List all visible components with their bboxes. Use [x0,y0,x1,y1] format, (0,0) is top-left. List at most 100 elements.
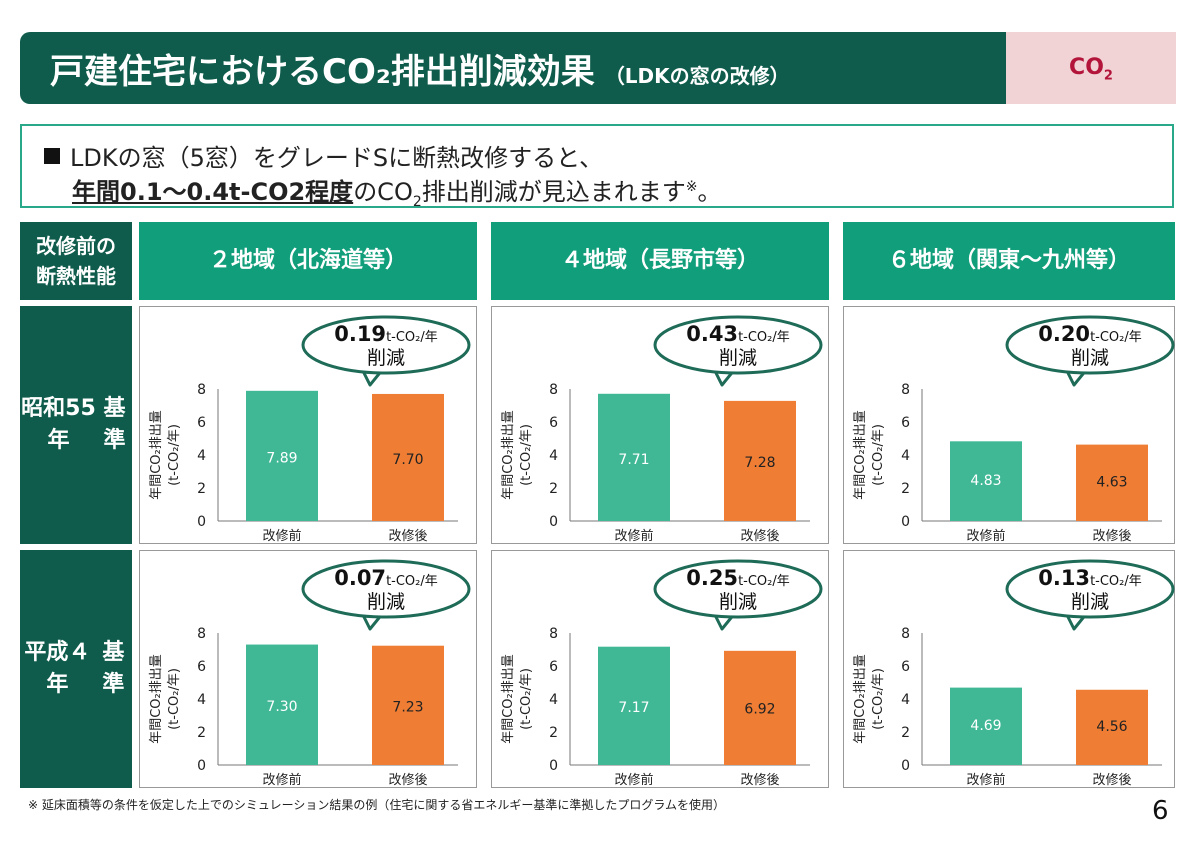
y-tick-label: 8 [901,626,910,642]
y-tick-label: 6 [549,415,558,431]
y-axis-label: 年間CO₂排出量 [149,410,164,500]
corner-header-line-2: 断熱性能 [36,264,116,288]
bar-value-label: 4.63 [1096,475,1127,491]
bar-chart: 年間CO₂排出量 (t-CO₂/年) 0 2 4 6 8 7.89 改修前 7.70 改修後 0.19… [149,315,471,544]
corner-header: 改修前の 断熱性能 [20,222,132,300]
page-number: 6 [1152,796,1169,826]
x-category-label: 改修前 [614,528,653,544]
chart-panel: 年間CO₂排出量 (t-CO₂/年) 0 2 4 6 8 7.17 改修前 6.92 改修後 0.25… [491,550,829,788]
y-tick-label: 0 [549,758,558,774]
bar-value-label: 4.69 [970,718,1001,734]
x-category-label: 改修後 [1092,529,1131,544]
y-tick-label: 8 [901,382,910,398]
row-header-s55: 昭和55年 基準 [20,306,132,544]
page-title: 戸建住宅におけるCO₂排出削減効果 （LDKの窓の改修） [50,52,790,92]
column-header-region-6: ６地域（関東～九州等） [843,222,1175,300]
y-axis-unit-label: (t-CO₂/年) [519,424,534,486]
reduction-value: 0.13t-CO₂/年 [1038,566,1142,590]
y-tick-label: 2 [197,481,206,497]
summary-line-1: LDKの窓（5窓）をグレードSに断熱改修すると、 [44,138,603,173]
bubble-outline [1005,315,1175,375]
bubble-tail-mask [714,606,738,614]
bar-after [1076,444,1148,521]
reduction-label: 削減 [1071,347,1109,369]
x-category-label: 改修後 [388,529,427,544]
bar-value-label: 7.28 [744,455,775,471]
y-axis-unit-label: (t-CO₂/年) [871,424,886,486]
reduction-label: 削減 [1071,591,1109,613]
bubble-outline [1005,559,1175,619]
bar-before [950,687,1022,765]
y-tick-label: 0 [901,758,910,774]
column-header-region-2: ２地域（北海道等） [139,222,477,300]
bar-after [1076,689,1148,765]
x-category-label: 改修前 [966,528,1005,544]
y-tick-label: 0 [549,514,558,530]
chart-panel: 年間CO₂排出量 (t-CO₂/年) 0 2 4 6 8 7.89 改修前 7.70 改修後 0.19… [139,306,477,544]
y-tick-label: 2 [901,481,910,497]
reduction-value: 0.19t-CO₂/年 [334,322,438,346]
bar-value-label: 7.89 [266,450,297,466]
bar-chart: 年間CO₂排出量 (t-CO₂/年) 0 2 4 6 8 7.30 改修前 7.23 改修後 0.07… [149,559,471,788]
x-category-label: 改修後 [388,773,427,788]
reduction-bubble: 0.20t-CO₂/年削減 [1005,315,1175,387]
row-header-h4-line-2: 基準 [102,640,125,697]
y-axis-unit-label: (t-CO₂/年) [167,424,182,486]
bar-before [598,646,670,765]
bar-value-label: 7.30 [266,699,297,715]
y-tick-label: 6 [197,659,206,675]
bar-after [372,645,444,765]
bubble-tail-mask [362,606,386,614]
y-tick-label: 4 [197,448,206,464]
x-category-label: 改修後 [740,529,779,544]
x-category-label: 改修後 [1092,773,1131,788]
y-axis-unit-label: (t-CO₂/年) [871,668,886,730]
x-category-label: 改修前 [966,772,1005,788]
bar-value-label: 7.70 [392,452,423,468]
bullet-square-icon [44,148,60,164]
y-tick-label: 6 [901,415,910,431]
x-category-label: 改修前 [262,528,301,544]
footnote: ※ 延床面積等の条件を仮定した上でのシミュレーション結果の例（住宅に関する省エネ… [28,798,726,812]
y-axis-label: 年間CO₂排出量 [853,654,868,744]
y-tick-label: 6 [549,659,558,675]
y-tick-label: 2 [549,725,558,741]
reduction-value: 0.20t-CO₂/年 [1038,322,1142,346]
row-header-h4-line-1: 平成４年 [24,640,91,697]
y-axis-label: 年間CO₂排出量 [501,410,516,500]
bubble-outline [301,315,471,375]
bar-after [724,650,796,765]
y-axis-label: 年間CO₂排出量 [149,654,164,744]
bar-value-label: 7.71 [618,452,649,468]
y-tick-label: 8 [197,382,206,398]
y-tick-label: 4 [197,692,206,708]
y-tick-label: 2 [901,725,910,741]
y-axis-unit-label: (t-CO₂/年) [167,668,182,730]
y-tick-label: 4 [549,448,558,464]
row-header-h4: 平成４年 基準 [20,550,132,788]
bubble-tail-mask [714,362,738,370]
summary-box: LDKの窓（5窓）をグレードSに断熱改修すると、 年間0.1～0.4t-CO2程… [20,124,1174,210]
reduction-label: 削減 [719,591,757,613]
bar-chart: 年間CO₂排出量 (t-CO₂/年) 0 2 4 6 8 4.83 改修前 4.63 改修後 0.20… [853,315,1175,544]
co2-tag: CO2 [1006,32,1176,104]
bar-chart: 年間CO₂排出量 (t-CO₂/年) 0 2 4 6 8 7.71 改修前 7.28 改修後 0.43… [501,315,823,544]
column-header-region-4: ４地域（長野市等） [491,222,829,300]
bubble-tail-mask [1066,606,1090,614]
reduction-label: 削減 [367,347,405,369]
corner-header-line-1: 改修前の [36,234,116,258]
bar-value-label: 7.23 [392,699,423,715]
bar-before [598,393,670,521]
chart-panel: 年間CO₂排出量 (t-CO₂/年) 0 2 4 6 8 4.83 改修前 4.63 改修後 0.20… [843,306,1175,544]
y-tick-label: 8 [549,382,558,398]
x-category-label: 改修前 [614,772,653,788]
y-tick-label: 8 [549,626,558,642]
chart-panel: 年間CO₂排出量 (t-CO₂/年) 0 2 4 6 8 7.30 改修前 7.23 改修後 0.07… [139,550,477,788]
y-tick-label: 4 [901,692,910,708]
y-axis-unit-label: (t-CO₂/年) [519,668,534,730]
y-tick-label: 4 [901,448,910,464]
bar-value-label: 4.83 [970,473,1001,489]
bubble-outline [653,559,823,619]
chart-panel: 年間CO₂排出量 (t-CO₂/年) 0 2 4 6 8 7.71 改修前 7.28 改修後 0.43… [491,306,829,544]
y-axis-label: 年間CO₂排出量 [853,410,868,500]
